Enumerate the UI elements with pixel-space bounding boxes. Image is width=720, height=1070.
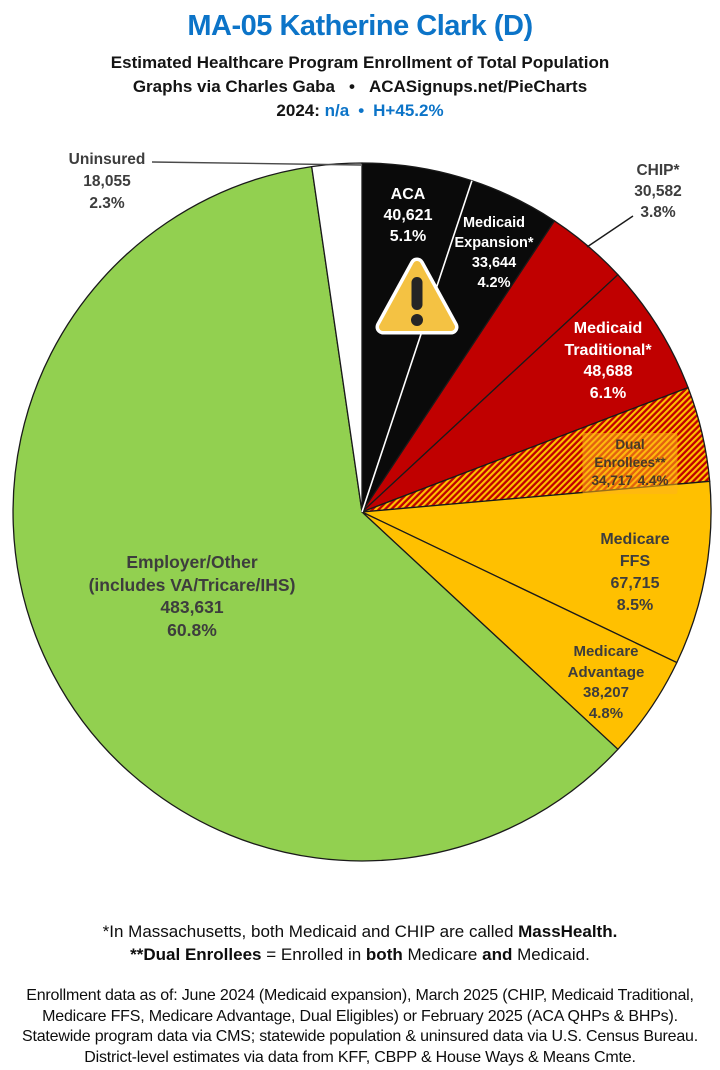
slice-value: 40,621 [383,207,433,224]
pie-slice-uninsured [311,162,363,513]
slice-divider [361,180,473,513]
slice-percent: 3.8% [640,204,676,221]
uninsured-leader-line [151,161,362,166]
slice-label: Dual Enrollees** [594,437,666,470]
footnote-text: *In Massachusetts, both Medicaid and CHI… [102,922,519,941]
footnote-bold: **Dual Enrollees [130,945,262,964]
footnote-bold: both [365,945,403,964]
chart-subtitle: Estimated Healthcare Program Enrollment … [110,53,610,72]
warning-icon [375,257,459,335]
credit-site: ACASignups.net/PieCharts [368,77,588,96]
slice-percent: 4.4% [637,473,669,488]
slice-value: 18,055 [83,173,131,190]
year-label: 2024: [276,101,320,120]
slice-value: 483,631 [160,597,224,617]
year-value: n/a [324,101,350,120]
slice-percent: 5.1% [389,228,427,245]
slice-percent: 8.5% [616,597,654,614]
slice-label: Uninsured [68,151,146,168]
page-title: MA-05 Katherine Clark (D) [187,10,533,42]
slice-sublabel: (includes VA/Tricare/IHS) [88,574,296,595]
fine-print-line: Enrollment data as of: June 2024 (Medica… [26,987,694,1004]
slice-value: 33,644 [471,255,517,271]
slice-percent: 2.3% [89,195,125,212]
slice-label: Medicaid Expansion* [454,215,534,251]
fine-print-line: District-level estimates via data from K… [84,1048,636,1066]
slice-value: 38,207 [583,684,629,701]
slice-percent: 6.1% [589,384,627,402]
aca-slice-label: ACA 40,621 5.1% [384,184,433,247]
slice-label: Employer/Other [126,552,258,572]
slice-label: Medicare FFS [600,531,670,570]
chip-callout: CHIP* 30,582 3.8% [634,160,681,223]
medicare-advantage-slice-label: Medicare Advantage 38,207 4.8% [550,642,662,724]
pie-slice-employer-other [12,165,619,862]
slice-value-percent: 34,717 4.4% [591,472,668,490]
slice-label: ACA [390,186,426,203]
credit-prefix: Graphs via Charles Gaba [132,77,336,96]
pie-overlay-group [151,161,634,335]
dual-enrollees-slice-label: Dual Enrollees** 34,717 4.4% [582,433,678,494]
year-swing-line: 2024: n/a • H+45.2% [0,101,720,121]
footnote-text: Medicare [402,945,483,964]
pie-slices-group [12,162,712,862]
slice-label: Medicaid Traditional* [564,320,652,359]
uninsured-callout: Uninsured 18,055 2.3% [69,149,146,215]
credit-line: Graphs via Charles Gaba • ACASignups.net/P… [0,77,720,97]
footnote-text: Medicaid. [512,945,590,964]
fine-print-line: Statewide program data via CMS; statewid… [21,1028,698,1045]
footnote-text: = Enrolled in [261,945,366,964]
pie-slice-medicaid-traditional [361,274,689,513]
slice-label: CHIP* [636,162,680,179]
swing-value: H+45.2% [373,101,444,120]
medicare-ffs-slice-label: Medicare FFS 67,715 8.5% [593,529,678,617]
footnote-dual-enrollees: **Dual Enrollees = Enrolled in both Medi… [0,943,720,966]
slice-percent: 60.8% [167,619,217,640]
footnote-bold: MassHealth. [518,922,618,941]
slice-label: Medicare Advantage [567,643,645,681]
slice-percent: 4.2% [477,275,511,291]
bullet-separator: • [349,77,355,96]
slice-value: 48,688 [583,363,633,380]
data-source-fine-print: Enrollment data as of: June 2024 (Medica… [0,986,720,1068]
footnote-masshealth: *In Massachusetts, both Medicaid and CHI… [0,920,720,943]
medicaid-traditional-slice-label: Medicaid Traditional* 48,688 6.1% [538,318,678,404]
slice-value: 30,582 [634,183,682,200]
employer-other-slice-label: Employer/Other (includes VA/Tricare/IHS)… [89,551,296,641]
bullet-separator: • [358,101,365,120]
chip-leader-line [586,215,634,248]
medicaid-expansion-slice-label: Medicaid Expansion* 33,644 4.2% [438,213,550,293]
slice-value: 34,717 [591,473,633,488]
slice-percent: 4.8% [588,704,624,722]
footnote-bold: and [482,945,513,964]
pie-slice-medicare-ffs [361,480,712,664]
fine-print-line: Medicare FFS, Medicare Advantage, Dual E… [42,1007,678,1025]
slice-value: 67,715 [610,575,660,592]
